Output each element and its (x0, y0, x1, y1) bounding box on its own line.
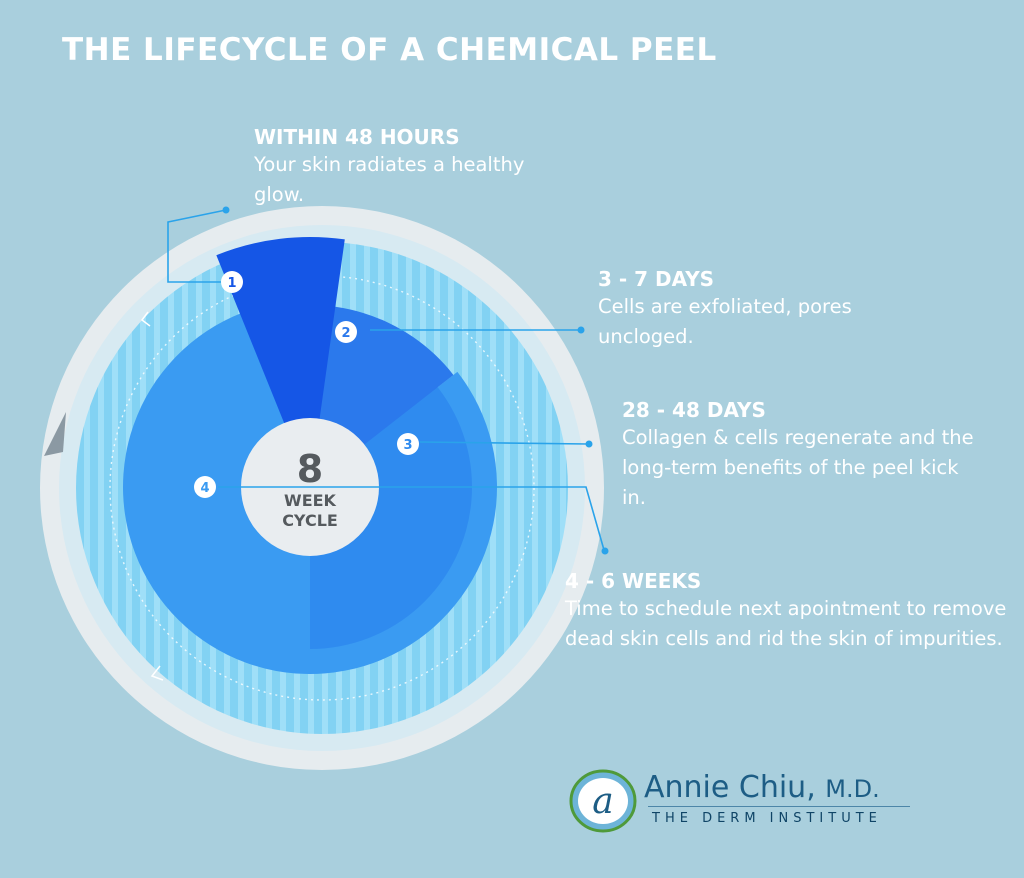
logo-subtitle: THE DERM INSTITUTE (652, 811, 882, 826)
stage-2-description: Cells are exfoliated, pores uncloged. (598, 295, 852, 348)
badge-3: 3 (397, 433, 419, 455)
badge-4: 4 (194, 476, 216, 498)
center-number: 8 (297, 447, 323, 491)
stage-3-heading: 28 - 48 DAYS (622, 398, 766, 422)
page-title: THE LIFECYCLE OF A CHEMICAL PEEL (62, 32, 717, 68)
dotted-orbit (109, 275, 535, 701)
svg-text:3: 3 (403, 438, 412, 453)
stage-4-description: Time to schedule next apointment to remo… (565, 597, 1007, 650)
logo-name: Annie Chiu, M.D. (644, 770, 880, 805)
connector-dot-3 (585, 440, 593, 448)
connector-1 (167, 209, 228, 283)
svg-text:a: a (592, 781, 613, 822)
logo-mark-icon: a (569, 769, 637, 833)
stage-1-heading: WITHIN 48 HOURS (254, 125, 460, 149)
stage-1-description: Your skin radiates a healthy glow. (254, 153, 525, 206)
center-line1: WEEK (284, 491, 337, 510)
stage-2-callout: 3 - 7 DAYS Cells are exfoliated, pores u… (598, 266, 928, 352)
stage-4-callout: 4 - 6 WEEKS Time to schedule next apoint… (565, 568, 1020, 654)
segment-1 (216, 237, 345, 432)
connector-dot-4 (601, 547, 609, 555)
brand-logo: a Annie Chiu, M.D. THE DERM INSTITUTE (568, 764, 928, 844)
svg-text:1: 1 (227, 276, 236, 291)
stage-3-callout: 28 - 48 DAYS Collagen & cells regenerate… (622, 397, 982, 513)
center-line2: CYCLE (282, 511, 338, 530)
connector-3 (419, 441, 589, 445)
svg-text:2: 2 (341, 326, 350, 341)
cycle-arrow-top-icon (140, 311, 151, 327)
connector-dot-1 (222, 206, 230, 214)
connectors (167, 209, 605, 551)
connector-4 (218, 486, 605, 551)
stage-1-callout: WITHIN 48 HOURS Your skin radiates a hea… (254, 124, 534, 210)
badge-2: 2 (335, 321, 357, 343)
badge-1: 1 (221, 271, 243, 293)
stage-2-heading: 3 - 7 DAYS (598, 267, 715, 291)
stage-3-description: Collagen & cells regenerate and the long… (622, 426, 974, 509)
logo-divider (648, 806, 910, 807)
stage-4-heading: 4 - 6 WEEKS (565, 569, 702, 593)
cycle-arrow-small-icon (150, 665, 164, 681)
cycle-arrow-icon (44, 412, 66, 456)
svg-text:4: 4 (200, 481, 209, 496)
connector-dot-2 (577, 326, 585, 334)
segments (122, 237, 498, 675)
